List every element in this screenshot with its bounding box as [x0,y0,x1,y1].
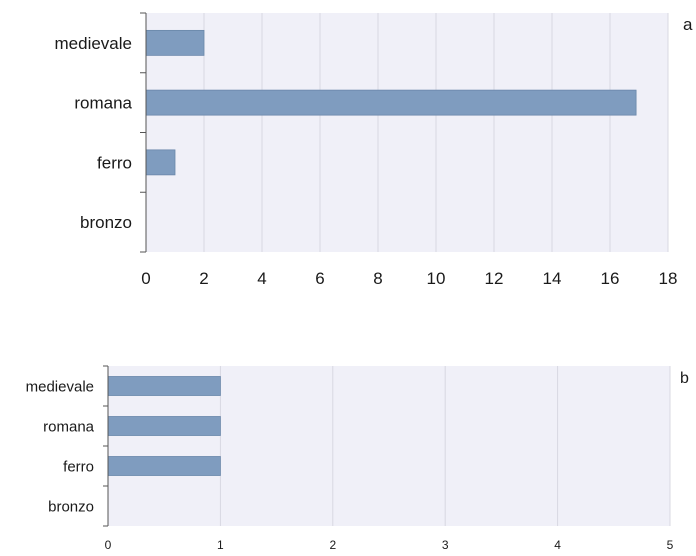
x-tick-label-12: 12 [485,269,504,288]
category-label-romana: romana [43,418,95,435]
x-tick-label-14: 14 [543,269,562,288]
category-label-romana: romana [74,94,132,113]
x-tick-label-1: 1 [217,538,224,552]
bar-ferro [145,149,176,176]
category-label-bronzo: bronzo [48,498,94,515]
panel-label-a: a [683,15,693,34]
bar-medievale [145,29,205,56]
plot-area [146,13,668,252]
category-label-bronzo: bronzo [80,213,132,232]
x-tick-label-6: 6 [315,269,324,288]
category-label-ferro: ferro [97,153,132,172]
x-tick-label-10: 10 [427,269,446,288]
x-tick-label-5: 5 [667,538,674,552]
x-tick-label-8: 8 [373,269,382,288]
x-tick-label-0: 0 [105,538,112,552]
x-tick-label-4: 4 [257,269,266,288]
x-tick-label-2: 2 [329,538,336,552]
bar-romana [107,416,221,436]
x-tick-label-18: 18 [659,269,678,288]
category-label-medievale: medievale [26,378,94,395]
bar-medievale [107,376,221,396]
x-tick-label-4: 4 [554,538,561,552]
category-label-ferro: ferro [63,458,94,475]
panel-label-b: b [680,370,689,387]
chart-panel-a: medievale romana ferro bronzo 0 2 4 6 8 10 12 14 16 1… [55,12,693,288]
category-label-medievale: medievale [55,34,133,53]
x-tick-label-16: 16 [601,269,620,288]
bar-romana [145,89,637,116]
x-tick-label-3: 3 [442,538,449,552]
x-tick-label-0: 0 [141,269,150,288]
bar-ferro [107,456,221,476]
x-tick-label-2: 2 [199,269,208,288]
chart-panel-b: medievale romana ferro bronzo 0 1 2 3 4 5 b [26,365,689,552]
